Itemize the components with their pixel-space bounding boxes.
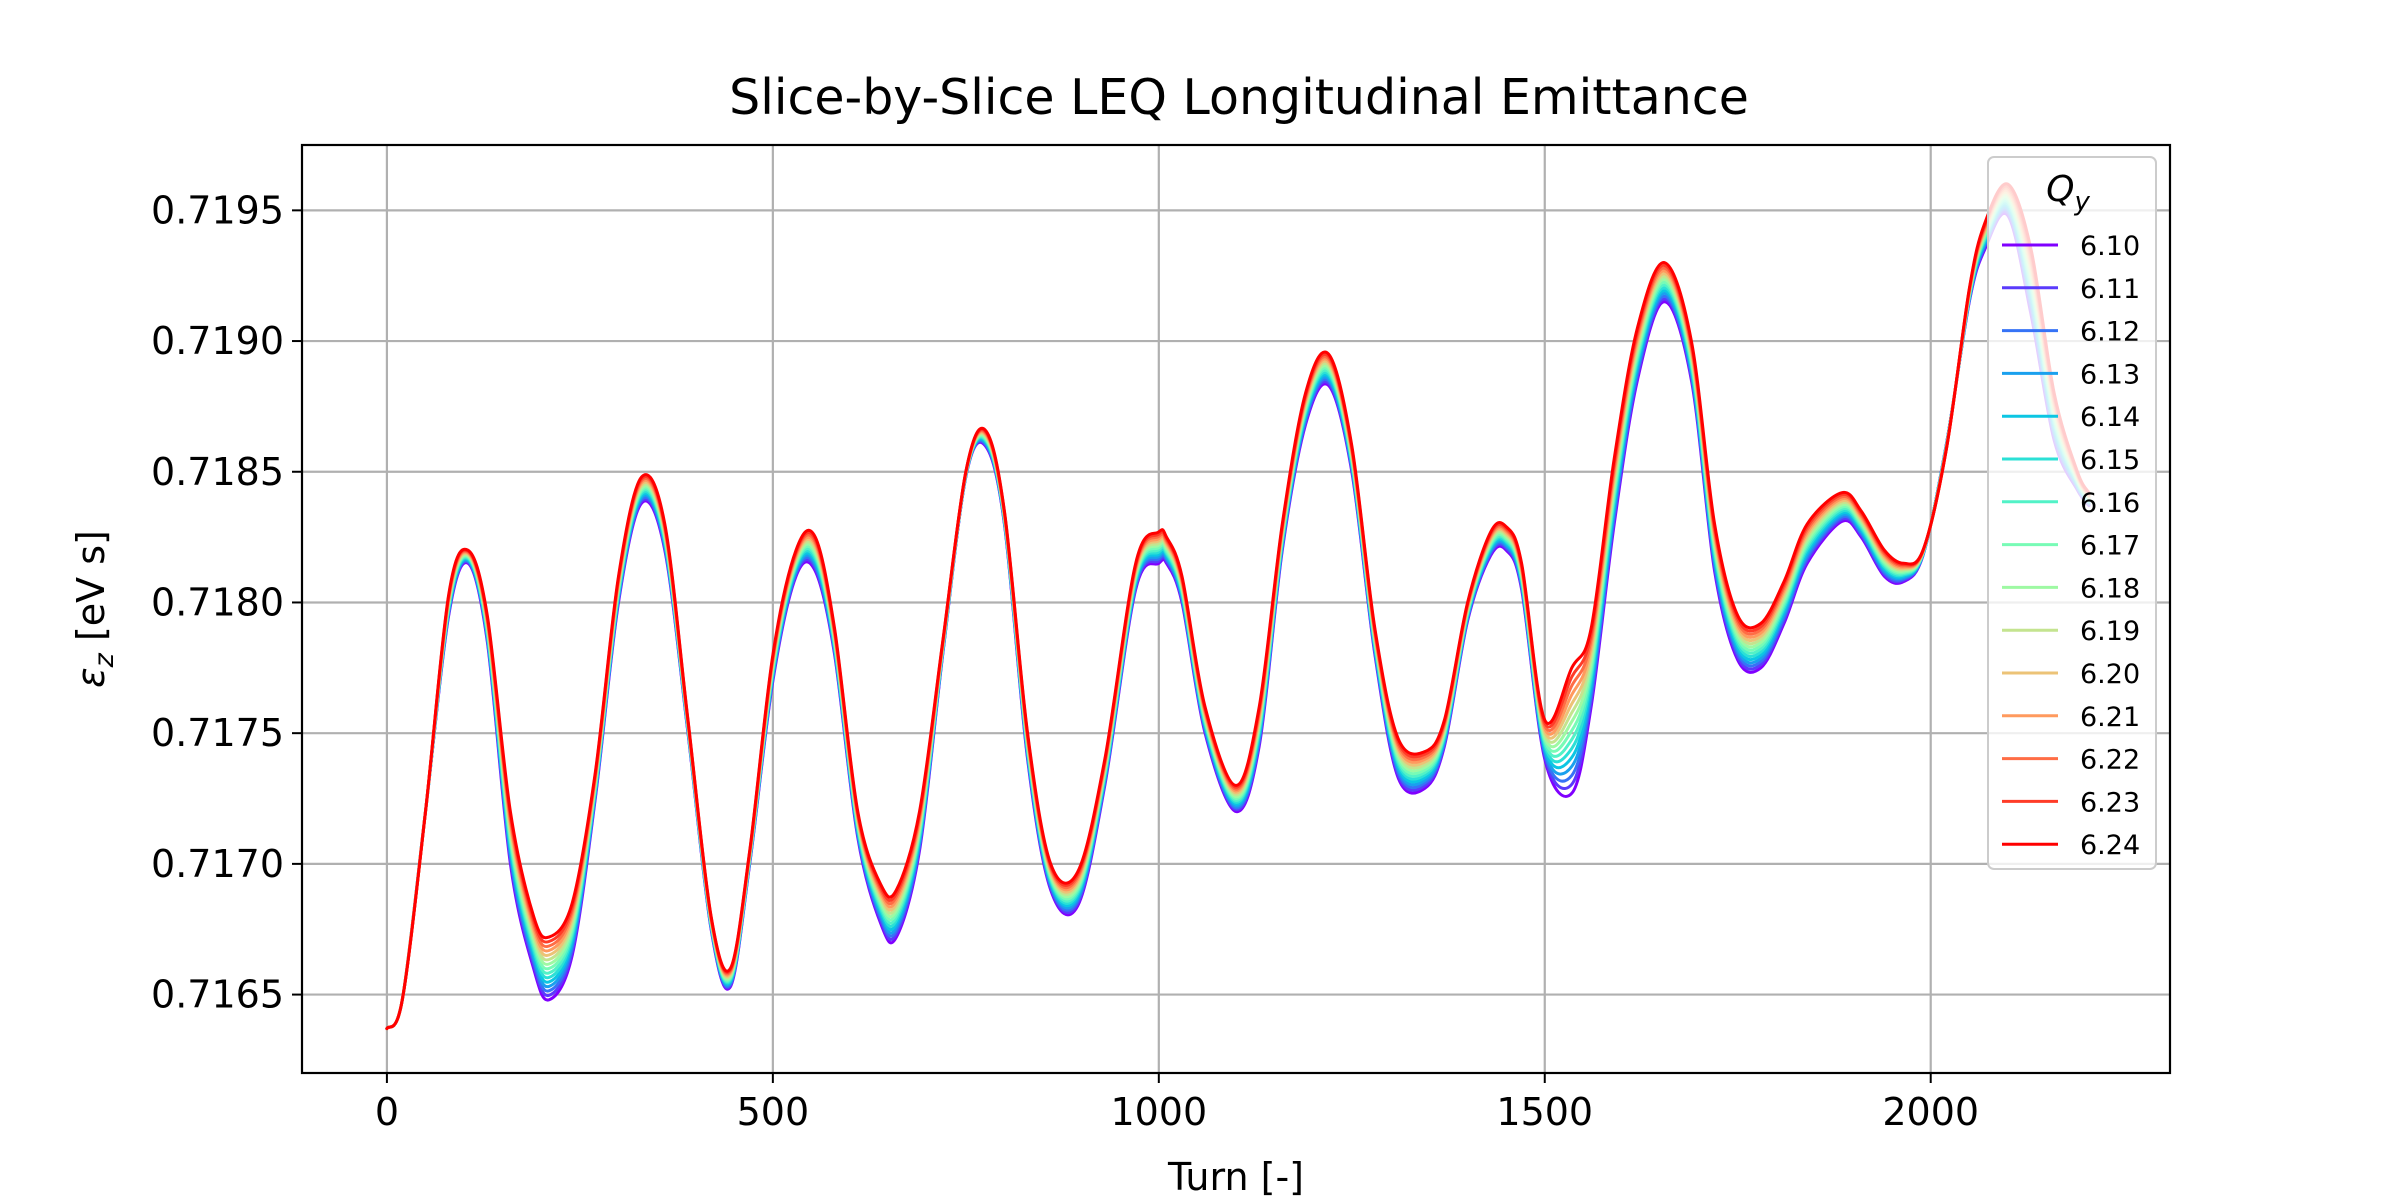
legend-box	[1987, 156, 2157, 870]
x-tick-label: 2000	[1882, 1090, 1979, 1134]
legend-label: 6.24	[2080, 830, 2140, 861]
legend-label: 6.14	[2080, 402, 2140, 433]
y-tick-label: 0.7195	[151, 188, 284, 232]
legend-label: 6.10	[2080, 231, 2140, 262]
series-line	[385, 182, 2091, 1031]
series-lines	[385, 182, 2091, 1031]
y-axis-label-units: [eV s]	[69, 530, 113, 653]
y-tick-label: 0.7180	[151, 580, 284, 624]
y-tick-label: 0.7170	[151, 842, 284, 886]
legend-label: 6.18	[2080, 573, 2140, 604]
x-axis-ticks: 0 500 1000 1500 2000	[375, 1073, 1979, 1134]
legend-label: 6.19	[2080, 616, 2140, 647]
grid-lines	[302, 145, 2170, 1073]
legend-label: 6.11	[2080, 274, 2140, 305]
legend-label: 6.20	[2080, 659, 2140, 690]
legend-label: 6.13	[2080, 359, 2140, 390]
y-tick-label: 0.7190	[151, 319, 284, 363]
legend: Qy 6.106.116.126.136.146.156.166.176.186…	[1987, 156, 2157, 870]
x-tick-label: 1500	[1496, 1090, 1593, 1134]
y-axis-ticks: 0.7165 0.7170 0.7175 0.7180 0.7185 0.7190 0.71…	[151, 188, 302, 1017]
legend-label: 6.22	[2080, 745, 2140, 776]
legend-label: 6.23	[2080, 787, 2140, 818]
legend-label: 6.16	[2080, 488, 2140, 519]
legend-items: 6.10 6.11 6.12 6.13 6.14 6.15 6.16 6.17 6.18 6.19…	[2002, 231, 2140, 861]
legend-label: 6.21	[2080, 702, 2140, 733]
x-tick-label: 0	[375, 1090, 399, 1134]
y-tick-label: 0.7185	[151, 450, 284, 494]
x-tick-label: 500	[737, 1090, 810, 1134]
legend-label: 6.12	[2080, 317, 2140, 348]
x-tick-label: 1000	[1110, 1090, 1207, 1134]
y-tick-label: 0.7165	[151, 973, 284, 1017]
legend-label: 6.17	[2080, 531, 2140, 562]
legend-label: 6.15	[2080, 445, 2140, 476]
y-axis-label-symbol: ε	[69, 667, 113, 688]
y-tick-label: 0.7175	[151, 711, 284, 755]
y-axis-label: εz [eV s]	[69, 530, 120, 688]
y-axis-label-subscript: z	[89, 652, 120, 668]
chart-title: Slice-by-Slice LEQ Longitudinal Emittanc…	[729, 69, 1749, 126]
plot-frame	[300, 143, 2172, 1075]
legend-title: Qy	[2046, 169, 2090, 217]
x-axis-label: Turn [-]	[1167, 1155, 1304, 1199]
